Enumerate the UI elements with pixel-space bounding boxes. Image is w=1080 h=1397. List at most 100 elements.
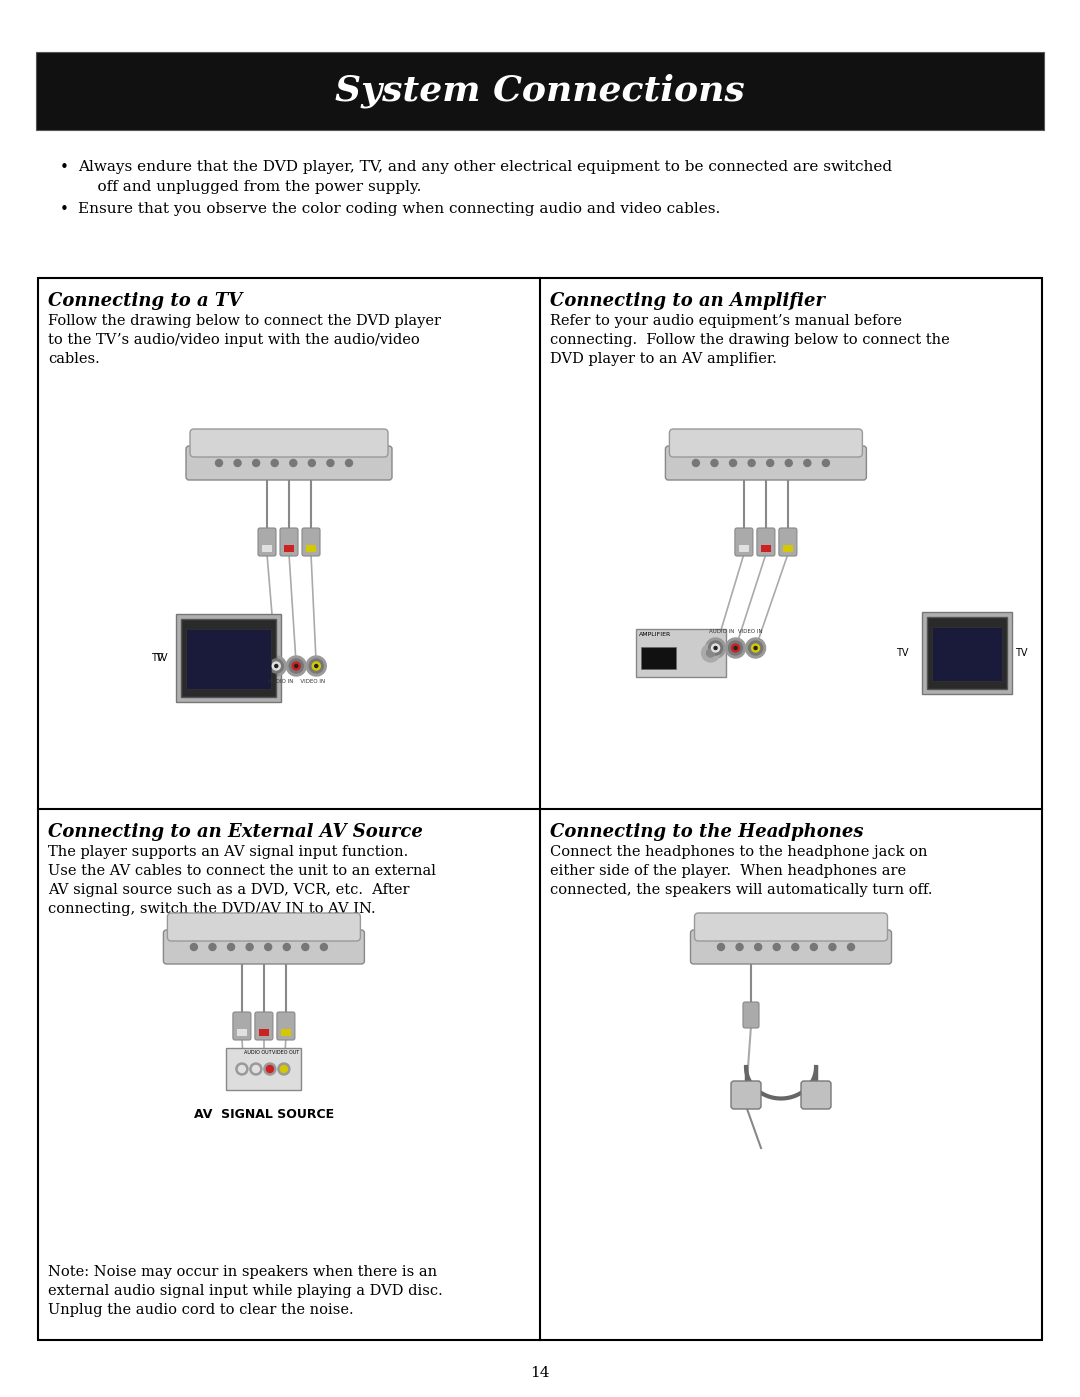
FancyBboxPatch shape [690, 930, 891, 964]
Circle shape [754, 647, 757, 650]
Text: cables.: cables. [48, 352, 99, 366]
Circle shape [706, 650, 715, 657]
Bar [38, 278, 1042, 1340]
Text: Use the AV cables to connect the unit to an external: Use the AV cables to connect the unit to… [48, 863, 436, 877]
Text: •: • [60, 203, 69, 217]
Circle shape [731, 644, 740, 652]
Text: AV signal source such as a DVD, VCR, etc.  After: AV signal source such as a DVD, VCR, etc… [48, 883, 409, 897]
FancyBboxPatch shape [734, 528, 753, 556]
Circle shape [265, 943, 272, 950]
Circle shape [705, 638, 726, 658]
Circle shape [822, 460, 829, 467]
Circle shape [752, 644, 759, 652]
Circle shape [714, 647, 717, 650]
Text: The player supports an AV signal input function.: The player supports an AV signal input f… [48, 845, 408, 859]
Bar [783, 545, 793, 552]
Circle shape [810, 943, 818, 950]
Bar [635, 629, 726, 678]
Circle shape [804, 460, 811, 467]
Circle shape [708, 641, 723, 655]
Bar [262, 545, 272, 552]
Circle shape [309, 460, 315, 467]
Circle shape [346, 460, 352, 467]
Circle shape [748, 460, 755, 467]
Text: AUDIO IN  VIDEO IN: AUDIO IN VIDEO IN [708, 629, 762, 634]
Text: Unplug the audio cord to clear the noise.: Unplug the audio cord to clear the noise… [48, 1303, 353, 1317]
Bar [306, 545, 316, 552]
Text: Connecting to the Headphones: Connecting to the Headphones [550, 823, 864, 841]
Text: 14: 14 [530, 1366, 550, 1380]
Bar [921, 612, 1012, 694]
Circle shape [829, 943, 836, 950]
Circle shape [745, 638, 766, 658]
Circle shape [264, 1063, 275, 1076]
Text: to the TV’s audio/video input with the audio/video: to the TV’s audio/video input with the a… [48, 332, 420, 346]
Text: Connecting to an External AV Source: Connecting to an External AV Source [48, 823, 423, 841]
Circle shape [234, 460, 241, 467]
Text: Connecting to a TV: Connecting to a TV [48, 292, 242, 310]
FancyBboxPatch shape [731, 1081, 761, 1109]
Circle shape [734, 647, 737, 650]
Circle shape [293, 662, 300, 671]
Circle shape [272, 662, 281, 671]
Circle shape [767, 460, 773, 467]
Text: TV: TV [1015, 648, 1027, 658]
Circle shape [755, 943, 761, 950]
Circle shape [253, 1066, 259, 1073]
Circle shape [235, 1063, 248, 1076]
Circle shape [246, 943, 253, 950]
Circle shape [281, 1066, 287, 1073]
Text: TV: TV [896, 648, 908, 658]
FancyBboxPatch shape [779, 528, 797, 556]
Circle shape [289, 659, 303, 673]
Circle shape [249, 1063, 261, 1076]
FancyBboxPatch shape [302, 528, 320, 556]
Circle shape [309, 659, 323, 673]
Circle shape [792, 943, 799, 950]
Circle shape [253, 460, 259, 467]
Circle shape [286, 657, 307, 676]
Text: System Connections: System Connections [335, 74, 745, 108]
Circle shape [711, 460, 718, 467]
Text: Always endure that the DVD player, TV, and any other electrical equipment to be : Always endure that the DVD player, TV, a… [78, 161, 892, 175]
Bar [237, 1030, 247, 1037]
Bar [181, 619, 276, 697]
Bar [186, 629, 271, 689]
Text: AV  SIGNAL SOURCE: AV SIGNAL SOURCE [193, 1108, 334, 1120]
Text: Refer to your audio equipment’s manual before: Refer to your audio equipment’s manual b… [550, 314, 902, 328]
FancyBboxPatch shape [801, 1081, 831, 1109]
Circle shape [274, 665, 278, 668]
Circle shape [267, 657, 286, 676]
FancyBboxPatch shape [167, 914, 361, 942]
Circle shape [314, 665, 318, 668]
Bar [259, 1030, 269, 1037]
Bar [739, 545, 748, 552]
Bar [640, 647, 676, 669]
FancyBboxPatch shape [757, 528, 775, 556]
Circle shape [848, 943, 854, 950]
Text: off and unplugged from the power supply.: off and unplugged from the power supply. [78, 180, 421, 194]
FancyBboxPatch shape [186, 446, 392, 481]
Circle shape [702, 644, 719, 662]
Circle shape [278, 1063, 289, 1076]
FancyBboxPatch shape [163, 930, 364, 964]
Bar [176, 615, 281, 703]
Circle shape [269, 659, 283, 673]
Circle shape [785, 460, 793, 467]
FancyBboxPatch shape [233, 1011, 251, 1039]
Text: TV: TV [151, 652, 163, 664]
Text: AUDIO IN    VIDEO IN: AUDIO IN VIDEO IN [268, 679, 325, 685]
Text: TV: TV [154, 652, 167, 664]
Circle shape [267, 1066, 273, 1073]
Bar [281, 1030, 291, 1037]
FancyBboxPatch shape [276, 1011, 295, 1039]
Bar [932, 627, 1002, 680]
Circle shape [773, 943, 780, 950]
Text: Connecting to an Amplifier: Connecting to an Amplifier [550, 292, 825, 310]
Text: Note: Noise may occur in speakers when there is an: Note: Noise may occur in speakers when t… [48, 1266, 437, 1280]
Circle shape [712, 644, 719, 652]
Bar [927, 617, 1007, 689]
Circle shape [228, 943, 234, 950]
Circle shape [692, 460, 700, 467]
Circle shape [283, 943, 291, 950]
